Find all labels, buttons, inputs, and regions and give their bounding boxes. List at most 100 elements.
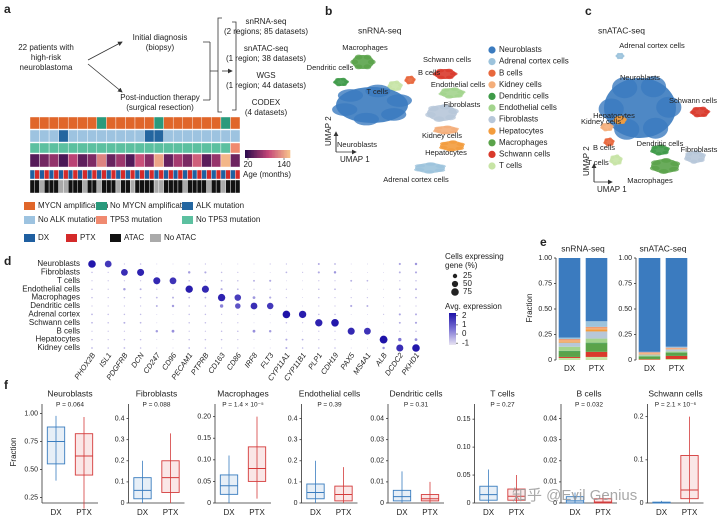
timepoint-text: (biopsy) — [146, 43, 175, 52]
assay-detail: (1 region; 38 datasets) — [226, 54, 306, 63]
cluster-speck — [436, 68, 445, 73]
legend-swatch — [24, 216, 35, 224]
y-tick-label: 0 — [467, 500, 471, 507]
size-legend-label: 75 — [463, 287, 472, 296]
dot — [107, 271, 109, 274]
dot — [285, 263, 288, 265]
row-label: Fibroblasts — [41, 268, 80, 277]
dot — [253, 322, 255, 324]
bar-segment — [638, 352, 661, 354]
dot — [253, 339, 255, 341]
dot — [237, 330, 239, 332]
cluster-speck — [617, 52, 620, 55]
colorbar-step — [285, 150, 288, 158]
cluster-speck — [610, 155, 615, 159]
row-label: Neuroblasts — [37, 259, 80, 268]
heatmap-cell — [58, 142, 69, 154]
dot — [269, 313, 271, 315]
x-tick-label: PTX — [249, 508, 265, 517]
heatmap-cell — [29, 179, 35, 194]
dot — [301, 271, 304, 274]
heatmap-cell — [201, 142, 212, 154]
p-value: P = 0.032 — [575, 402, 603, 409]
dot — [153, 277, 161, 285]
dot — [156, 288, 158, 290]
panel-label: a — [4, 2, 11, 16]
dot — [204, 322, 207, 324]
panel-title: snRNA-seq — [358, 25, 402, 35]
cluster-speck — [440, 141, 449, 146]
cluster-speck — [388, 81, 394, 85]
box — [565, 496, 585, 504]
timepoint-text: Post-induction therapy — [120, 93, 200, 102]
heatmap-cell — [87, 129, 98, 143]
cluster-speck — [612, 162, 617, 166]
size-legend-dot — [451, 280, 459, 288]
heatmap-cell — [29, 142, 40, 154]
dot — [204, 338, 207, 341]
y-tick-label: 0.3 — [288, 437, 298, 444]
heatmap-cell — [230, 129, 241, 143]
dot — [201, 285, 209, 293]
row-label: Dendritic cells — [30, 301, 80, 310]
dot — [221, 263, 223, 265]
colorbar-step — [260, 150, 262, 158]
panel-label: b — [325, 4, 332, 18]
cluster-speck — [448, 140, 458, 144]
dot — [171, 329, 175, 333]
panel-label: d — [4, 254, 11, 268]
dot — [318, 313, 320, 316]
colorbar-tick-label: 1 — [462, 320, 467, 329]
heatmap-cell — [201, 169, 207, 180]
heatmap-cell — [172, 129, 183, 143]
heatmap-cell — [153, 129, 164, 143]
panel-label: e — [540, 235, 547, 249]
dot — [269, 279, 272, 282]
dot — [204, 271, 207, 274]
heatmap-cell — [139, 169, 145, 180]
dot — [204, 347, 207, 349]
dot — [188, 322, 190, 324]
heatmap-cell — [158, 169, 164, 180]
cluster-speck — [341, 83, 347, 87]
dot — [399, 280, 401, 282]
dot — [334, 288, 336, 291]
cluster-speck — [441, 88, 450, 92]
dot — [253, 271, 255, 273]
heatmap-cell — [225, 169, 231, 180]
y-tick-label: 0.04 — [370, 415, 384, 422]
heatmap-cell — [58, 129, 69, 143]
dot — [123, 280, 126, 282]
cluster-speck — [335, 77, 341, 81]
colorbar-step — [282, 150, 285, 158]
dot — [266, 302, 274, 310]
dot — [415, 280, 417, 282]
heatmap-cell — [201, 116, 212, 130]
legend-dot — [488, 69, 496, 77]
heatmap-cell — [230, 153, 241, 168]
cluster-speck — [661, 157, 672, 163]
dot — [334, 330, 336, 332]
heatmap-cell — [87, 116, 98, 130]
dot — [334, 296, 336, 299]
y-tick-label: 0.1 — [634, 457, 644, 464]
dot — [379, 335, 388, 344]
dot — [219, 304, 224, 308]
dot — [204, 305, 207, 307]
dot — [234, 294, 242, 301]
cluster-speck — [437, 75, 445, 80]
cluster-speck — [658, 144, 665, 148]
colorbar-step — [263, 150, 265, 158]
box — [306, 483, 325, 500]
dot — [315, 319, 323, 327]
heatmap-cell — [39, 142, 50, 154]
dot — [139, 296, 142, 299]
heatmap-cell — [29, 129, 40, 143]
dot — [91, 347, 93, 349]
colorbar-step — [281, 150, 283, 158]
dot — [91, 271, 93, 274]
dot — [412, 344, 420, 352]
cluster-label: Hepatocytes — [425, 148, 467, 157]
dot — [88, 260, 96, 268]
heatmap-cell — [96, 153, 107, 168]
